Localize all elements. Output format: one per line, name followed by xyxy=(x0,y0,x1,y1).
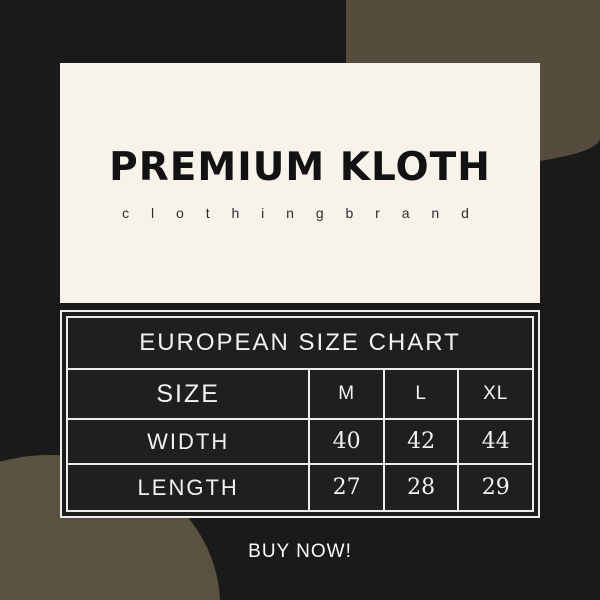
brand-subtitle: c l o t h i n g b r a n d xyxy=(122,205,478,221)
size-corner-label: SIZE xyxy=(65,368,311,420)
buy-now-cta[interactable]: BUY NOW! xyxy=(248,541,352,562)
column-header-xl: XL xyxy=(457,368,534,420)
brand-title: PREMIUM KLOTH xyxy=(109,145,491,190)
width-value-l: 42 xyxy=(382,418,460,465)
width-value-xl: 44 xyxy=(457,418,534,465)
table-row-title: EUROPEAN SIZE CHART xyxy=(66,316,534,370)
length-value-m: 27 xyxy=(308,463,385,512)
size-chart: EUROPEAN SIZE CHART SIZE M L XL WIDTH 40… xyxy=(60,310,540,518)
column-header-m: M xyxy=(308,368,385,420)
length-value-l: 28 xyxy=(382,463,460,512)
length-value-xl: 29 xyxy=(457,463,534,512)
table-row-header: SIZE M L XL xyxy=(65,368,534,420)
row-label-width: WIDTH xyxy=(65,418,311,465)
column-header-l: L xyxy=(382,368,460,420)
size-chart-table: EUROPEAN SIZE CHART SIZE M L XL WIDTH 40… xyxy=(65,316,534,512)
brand-card: PREMIUM KLOTH c l o t h i n g b r a n d xyxy=(60,63,540,303)
table-row-width: WIDTH 40 42 44 xyxy=(65,418,534,465)
width-value-m: 40 xyxy=(308,418,385,465)
table-row-length: LENGTH 27 28 29 xyxy=(65,463,534,512)
size-chart-title: EUROPEAN SIZE CHART xyxy=(66,316,534,370)
row-label-length: LENGTH xyxy=(65,463,311,512)
